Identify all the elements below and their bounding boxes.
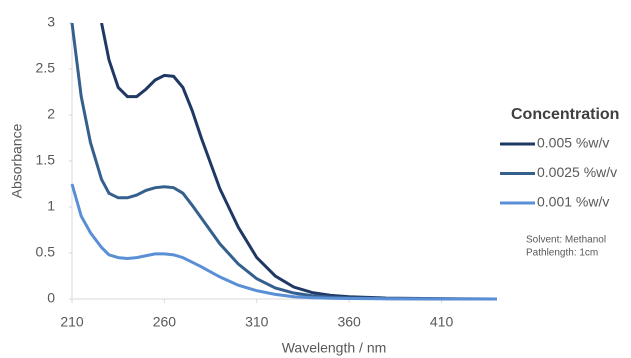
y-tick-label: 1.5 (36, 152, 56, 168)
x-tick-label: 210 (60, 314, 84, 330)
y-axis-title: Absorbance (9, 123, 25, 198)
annotation: Solvent: Methanol (526, 235, 606, 246)
data-line (70, 183, 497, 301)
x-tick-label: 410 (430, 314, 454, 330)
legend-label: 0.005 %w/v (537, 135, 609, 151)
y-tick-label: 1 (47, 198, 55, 214)
legend-label: 0.001 %w/v (537, 194, 609, 210)
legend-label: 0.0025 %w/v (537, 164, 617, 180)
x-axis-title: Wavelength / nm (282, 340, 387, 356)
x-tick-label: 310 (245, 314, 269, 330)
y-tick-label: 0 (47, 290, 55, 306)
y-tick-label: 2 (47, 106, 55, 122)
y-tick-label: 2.5 (36, 60, 56, 76)
y-tick-label: 0.5 (36, 244, 56, 260)
data-line (100, 23, 498, 301)
y-tick-label: 3 (47, 14, 55, 30)
x-tick-label: 360 (337, 314, 361, 330)
x-tick-label: 260 (153, 314, 177, 330)
annotation: Pathlength: 1cm (526, 248, 598, 259)
legend-title: Concentration (511, 106, 619, 123)
